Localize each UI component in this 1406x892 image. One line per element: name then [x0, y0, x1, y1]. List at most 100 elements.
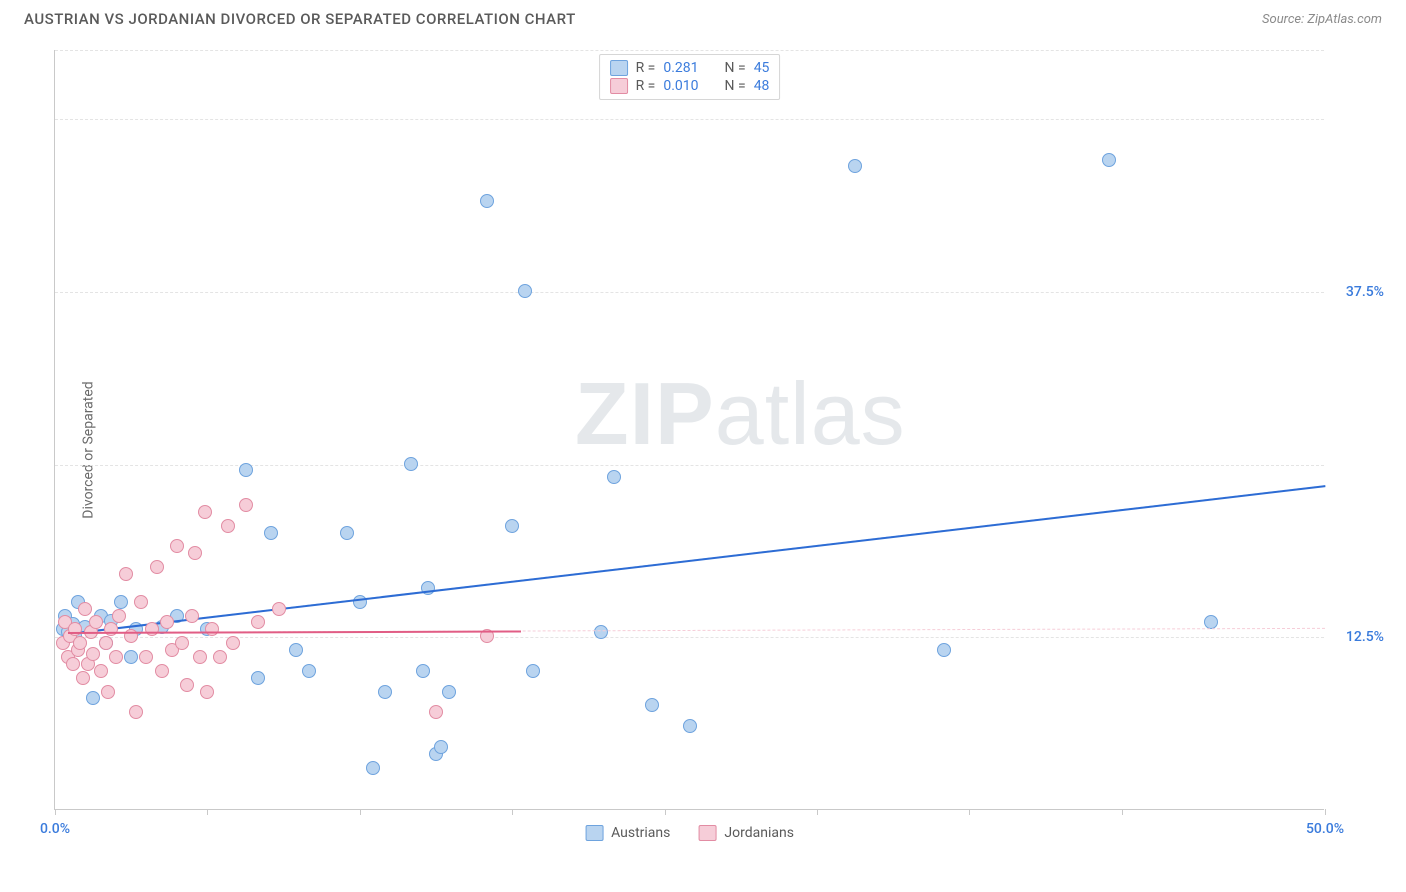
scatter-point [101, 685, 115, 699]
scatter-point [160, 615, 174, 629]
x-tick [969, 809, 970, 815]
chart-title: AUSTRIAN VS JORDANIAN DIVORCED OR SEPARA… [24, 10, 576, 28]
legend-series-item: Jordanians [698, 825, 794, 841]
scatter-point [145, 622, 159, 636]
scatter-point [251, 615, 265, 629]
gridline [55, 119, 1324, 120]
scatter-point [104, 622, 118, 636]
x-tick [55, 809, 56, 815]
scatter-point [188, 546, 202, 560]
scatter-point [353, 595, 367, 609]
chart-container: Divorced or Separated ZIPatlas R = 0.281… [44, 50, 1384, 850]
scatter-point [239, 463, 253, 477]
scatter-point [193, 650, 207, 664]
legend-swatch [610, 78, 628, 94]
scatter-point [139, 650, 153, 664]
scatter-point [1102, 153, 1116, 167]
legend-series: Austrians Jordanians [585, 825, 794, 841]
gridline [55, 637, 1324, 638]
scatter-point [366, 761, 380, 775]
gridline [55, 50, 1324, 51]
scatter-point [404, 457, 418, 471]
x-tick [1325, 809, 1326, 815]
scatter-point [200, 685, 214, 699]
scatter-point [226, 636, 240, 650]
scatter-point [89, 615, 103, 629]
legend-n-label: N = [725, 60, 746, 76]
scatter-point [134, 595, 148, 609]
scatter-point [378, 685, 392, 699]
scatter-point [221, 519, 235, 533]
legend-stats-row: R = 0.281 N = 45 [610, 59, 770, 77]
scatter-point [480, 194, 494, 208]
x-tick-label: 50.0% [1306, 821, 1344, 837]
legend-n-label: N = [725, 78, 746, 94]
scatter-point [150, 560, 164, 574]
legend-stats: R = 0.281N = 45R = 0.010N = 48 [599, 54, 781, 100]
scatter-point [112, 609, 126, 623]
scatter-point [607, 470, 621, 484]
trendline [68, 485, 1326, 635]
x-tick [1122, 809, 1123, 815]
scatter-point [73, 636, 87, 650]
scatter-point [180, 678, 194, 692]
legend-series-item: Austrians [585, 825, 670, 841]
scatter-point [434, 740, 448, 754]
legend-swatch [610, 60, 628, 76]
legend-r-value: 0.281 [663, 60, 698, 76]
scatter-point [429, 705, 443, 719]
x-tick [817, 809, 818, 815]
scatter-point [594, 625, 608, 639]
scatter-point [848, 159, 862, 173]
scatter-point [76, 671, 90, 685]
x-tick [665, 809, 666, 815]
scatter-point [66, 657, 80, 671]
legend-r-label: R = [636, 60, 656, 76]
scatter-point [340, 526, 354, 540]
scatter-point [124, 650, 138, 664]
scatter-point [86, 691, 100, 705]
scatter-point [99, 636, 113, 650]
scatter-point [251, 671, 265, 685]
legend-r-value: 0.010 [663, 78, 698, 94]
scatter-point [170, 539, 184, 553]
scatter-point [205, 622, 219, 636]
legend-n-value: 45 [754, 60, 770, 76]
scatter-point [119, 567, 133, 581]
scatter-point [94, 664, 108, 678]
legend-stats-row: R = 0.010N = 48 [610, 77, 770, 95]
scatter-point [86, 647, 100, 661]
y-tick-label: 12.5% [1346, 629, 1384, 645]
scatter-point [213, 650, 227, 664]
scatter-point [129, 705, 143, 719]
scatter-point [198, 505, 212, 519]
scatter-point [264, 526, 278, 540]
y-tick-label: 37.5% [1346, 284, 1384, 300]
scatter-point [416, 664, 430, 678]
scatter-point [78, 602, 92, 616]
watermark: ZIPatlas [575, 363, 906, 465]
scatter-point [289, 643, 303, 657]
x-tick-label: 0.0% [40, 821, 70, 837]
legend-swatch [585, 825, 603, 841]
scatter-point [526, 664, 540, 678]
scatter-point [518, 284, 532, 298]
scatter-point [442, 685, 456, 699]
scatter-point [114, 595, 128, 609]
scatter-point [109, 650, 123, 664]
gridline [55, 292, 1324, 293]
legend-series-label: Austrians [611, 825, 670, 841]
scatter-point [505, 519, 519, 533]
legend-series-label: Jordanians [724, 825, 794, 841]
x-tick [512, 809, 513, 815]
scatter-point [239, 498, 253, 512]
scatter-point [185, 609, 199, 623]
x-tick [207, 809, 208, 815]
scatter-point [155, 664, 169, 678]
scatter-point [68, 622, 82, 636]
scatter-point [175, 636, 189, 650]
x-tick [360, 809, 361, 815]
legend-swatch [698, 825, 716, 841]
plot-area: ZIPatlas R = 0.281N = 45R = 0.010N = 48 … [54, 50, 1324, 810]
scatter-point [683, 719, 697, 733]
